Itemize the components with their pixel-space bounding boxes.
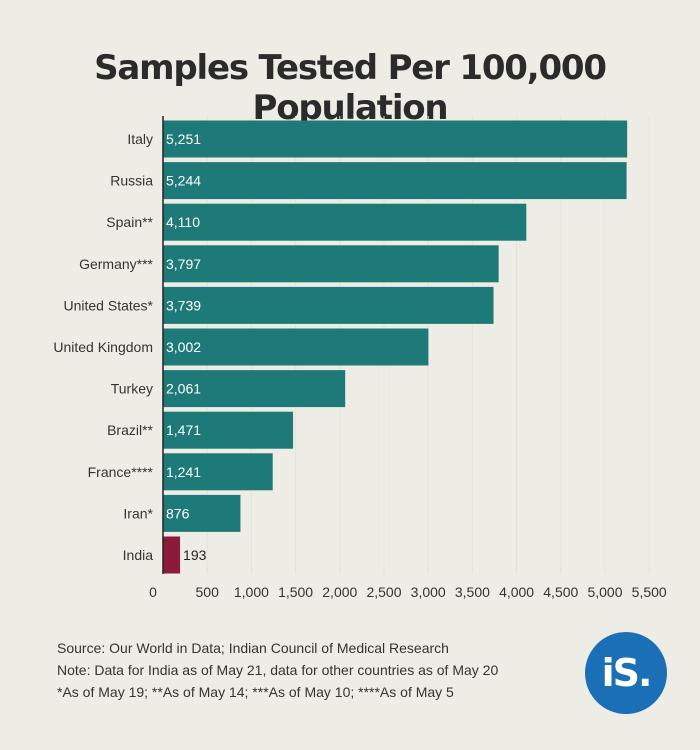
data-label: 1,471 (166, 422, 201, 438)
x-tick-label: 4,500 (543, 584, 578, 600)
category-label: France**** (88, 464, 154, 480)
bar (163, 536, 181, 574)
category-label: United States* (64, 297, 154, 313)
data-label: 4,110 (166, 214, 200, 230)
bar (163, 370, 346, 408)
category-label: United Kingdom (53, 339, 153, 355)
x-tick-label: 3,000 (411, 584, 446, 600)
bar (163, 411, 294, 449)
data-label: 3,739 (166, 297, 201, 313)
category-label: Italy (127, 131, 153, 147)
x-tick-label: 5,000 (587, 584, 622, 600)
chart-title: Samples Tested Per 100,000 Population (94, 48, 607, 128)
data-label: 876 (166, 505, 190, 521)
bar (163, 203, 527, 241)
bar (163, 494, 241, 532)
category-label: Iran* (123, 505, 153, 521)
x-tick-label: 4,000 (499, 584, 534, 600)
x-tick-label: 2,000 (322, 584, 357, 600)
data-label: 5,244 (166, 173, 201, 189)
category-label: Russia (110, 173, 153, 189)
data-label: 3,002 (166, 339, 201, 355)
data-label: 1,241 (166, 464, 201, 480)
category-label: Spain** (106, 214, 153, 230)
source-note: Source: Our World in Data; Indian Counci… (57, 640, 449, 656)
bar (163, 162, 627, 200)
category-label: India (123, 547, 154, 563)
bar (163, 120, 628, 158)
data-date-note: Note: Data for India as of May 21, data … (57, 662, 499, 678)
x-tick-label: 2,500 (366, 584, 401, 600)
x-tick-label: 500 (196, 584, 220, 600)
category-label: Germany*** (79, 256, 153, 272)
bar (163, 245, 499, 283)
x-tick-label: 1,000 (234, 584, 269, 600)
category-label: Turkey (111, 381, 153, 397)
data-label: 3,797 (166, 256, 201, 272)
category-label: Brazil** (107, 422, 153, 438)
bar-chart: Italy 5,251 Russia 5,244 Spain** 4,110 Germany… (53, 116, 667, 600)
bar (163, 286, 494, 324)
x-tick-label: 0 (149, 584, 157, 600)
bar (163, 453, 273, 491)
footnote: *As of May 19; **As of May 14; ***As of … (57, 684, 454, 700)
x-tick-label: 5,500 (632, 584, 667, 600)
data-label: 5,251 (166, 131, 201, 147)
x-tick-label: 1,500 (278, 584, 313, 600)
bar (163, 328, 429, 366)
data-label: 2,061 (166, 381, 201, 397)
chart-notes: Source: Our World in Data; Indian Counci… (57, 637, 498, 703)
x-tick-label: 3,500 (455, 584, 490, 600)
data-label: 193 (183, 547, 207, 563)
brand-logo: iS. (585, 632, 667, 714)
